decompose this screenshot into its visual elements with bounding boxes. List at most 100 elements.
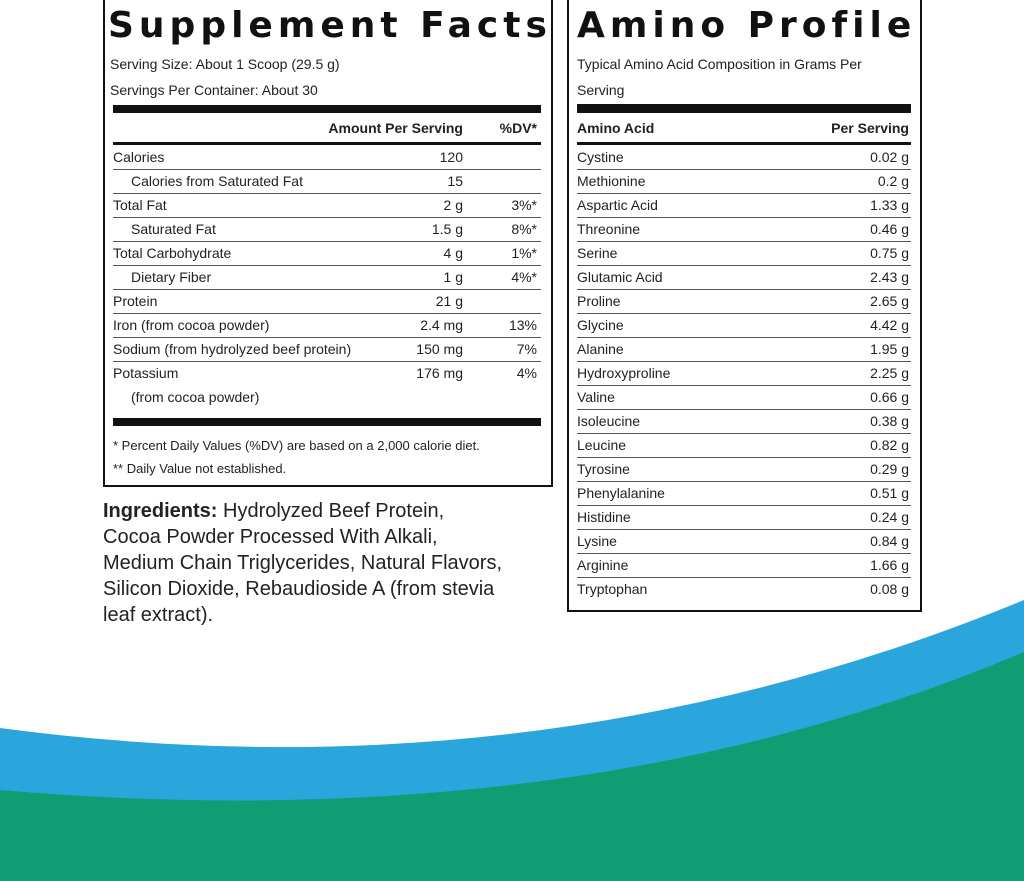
column-header: Amino Acid (577, 120, 655, 136)
nutrient-name: Dietary Fiber (131, 269, 212, 285)
rule (577, 337, 911, 338)
subtitle: Typical Amino Acid Composition in Grams … (577, 56, 862, 98)
amino-acid-name: Alanine (577, 341, 624, 357)
amino-acid-amount: 0.02 g (870, 149, 909, 165)
column-header: Per Serving (831, 120, 909, 136)
amino-acid-amount: 0.08 g (870, 581, 909, 597)
rule (113, 169, 541, 170)
footnote: * Percent Daily Values (%DV) are based o… (113, 438, 480, 453)
amino-acid-amount: 2.43 g (870, 269, 909, 285)
rule (577, 505, 911, 506)
nutrient-amount: 1.5 g (431, 221, 463, 237)
amino-acid-amount: 1.66 g (870, 557, 909, 573)
nutrient-amount: 4 g (443, 245, 463, 261)
nutrient-amount: 120 (439, 149, 463, 165)
nutrient-amount: 15 (447, 173, 463, 189)
amino-acid-amount: 0.24 g (870, 509, 909, 525)
nutrient-name: (from cocoa powder) (131, 389, 260, 405)
nutrient-name: Calories (113, 149, 165, 165)
rule (577, 169, 911, 170)
rule (577, 385, 911, 386)
serving-size: Serving Size: About 1 Scoop (29.5 g) (110, 56, 340, 72)
nutrient-dv: 1%* (511, 245, 537, 261)
rule (577, 361, 911, 362)
rule (577, 142, 911, 145)
footnote: ** Daily Value not established. (113, 461, 287, 476)
servings-per-container: Servings Per Container: About 30 (110, 82, 318, 98)
nutrient-amount: 2 g (443, 197, 463, 213)
rule (577, 457, 911, 458)
amino-acid-amount: 0.51 g (870, 485, 909, 501)
column-header: Amount Per Serving (328, 120, 463, 136)
rule (113, 193, 541, 194)
amino-acid-name: Serine (577, 245, 618, 261)
nutrient-dv: 4%* (511, 269, 537, 285)
nutrient-amount: 1 g (443, 269, 463, 285)
rule (113, 142, 541, 145)
rule (113, 337, 541, 338)
rule (113, 418, 541, 426)
amino-acid-name: Histidine (577, 509, 631, 525)
amino-acid-name: Tryptophan (577, 581, 648, 597)
nutrient-dv: 7% (516, 341, 537, 357)
rule (113, 289, 541, 290)
nutrient-name: Total Carbohydrate (113, 245, 232, 261)
amino-acid-name: Leucine (577, 437, 627, 453)
amino-acid-amount: 0.75 g (870, 245, 909, 261)
amino-acid-amount: 0.84 g (870, 533, 909, 549)
rule (577, 433, 911, 434)
nutrient-name: Sodium (from hydrolyzed beef protein) (113, 341, 352, 357)
nutrient-dv: 13% (508, 317, 537, 333)
title: Amino Profile (577, 5, 917, 46)
amino-acid-name: Valine (577, 389, 615, 405)
amino-acid-name: Aspartic Acid (577, 197, 658, 213)
amino-acid-amount: 1.33 g (870, 197, 909, 213)
rule (577, 193, 911, 194)
nutrient-name: Potassium (113, 365, 179, 381)
amino-acid-name: Lysine (577, 533, 617, 549)
amino-acid-name: Phenylalanine (577, 485, 665, 501)
rule (577, 217, 911, 218)
amino-profile-panel (567, 0, 922, 612)
amino-acid-amount: 0.66 g (870, 389, 909, 405)
amino-acid-name: Proline (577, 293, 621, 309)
nutrient-name: Iron (from cocoa powder) (113, 317, 270, 333)
nutrient-name: Calories from Saturated Fat (131, 173, 303, 189)
amino-acid-amount: 1.95 g (870, 341, 909, 357)
rule (577, 529, 911, 530)
amino-acid-name: Glycine (577, 317, 624, 333)
nutrient-amount: 150 mg (416, 341, 463, 357)
amino-acid-name: Glutamic Acid (577, 269, 663, 285)
amino-acid-amount: 0.46 g (870, 221, 909, 237)
nutrient-amount: 21 g (435, 293, 463, 309)
rule (113, 265, 541, 266)
nutrient-name: Saturated Fat (131, 221, 216, 237)
nutrient-amount: 176 mg (416, 365, 463, 381)
rule (113, 217, 541, 218)
rule (113, 361, 541, 362)
nutrient-name: Protein (113, 293, 158, 309)
ingredients: Ingredients: Hydrolyzed Beef Protein, Co… (103, 498, 503, 628)
nutrient-dv: 3%* (511, 197, 537, 213)
rule (577, 553, 911, 554)
supplement-facts-panel (103, 0, 553, 487)
amino-acid-name: Methionine (577, 173, 646, 189)
rule (577, 241, 911, 242)
amino-acid-name: Threonine (577, 221, 641, 237)
rule (577, 313, 911, 314)
nutrient-dv: 8%* (511, 221, 537, 237)
rule (577, 104, 911, 113)
rule (577, 409, 911, 410)
ingredients-label: Ingredients: (103, 500, 218, 522)
rule (113, 313, 541, 314)
nutrient-name: Total Fat (113, 197, 167, 213)
amino-acid-name: Arginine (577, 557, 629, 573)
rule (577, 481, 911, 482)
nutrient-dv: 4% (516, 365, 537, 381)
amino-acid-amount: 2.65 g (870, 293, 909, 309)
amino-acid-amount: 0.38 g (870, 413, 909, 429)
rule (577, 265, 911, 266)
rule (577, 577, 911, 578)
